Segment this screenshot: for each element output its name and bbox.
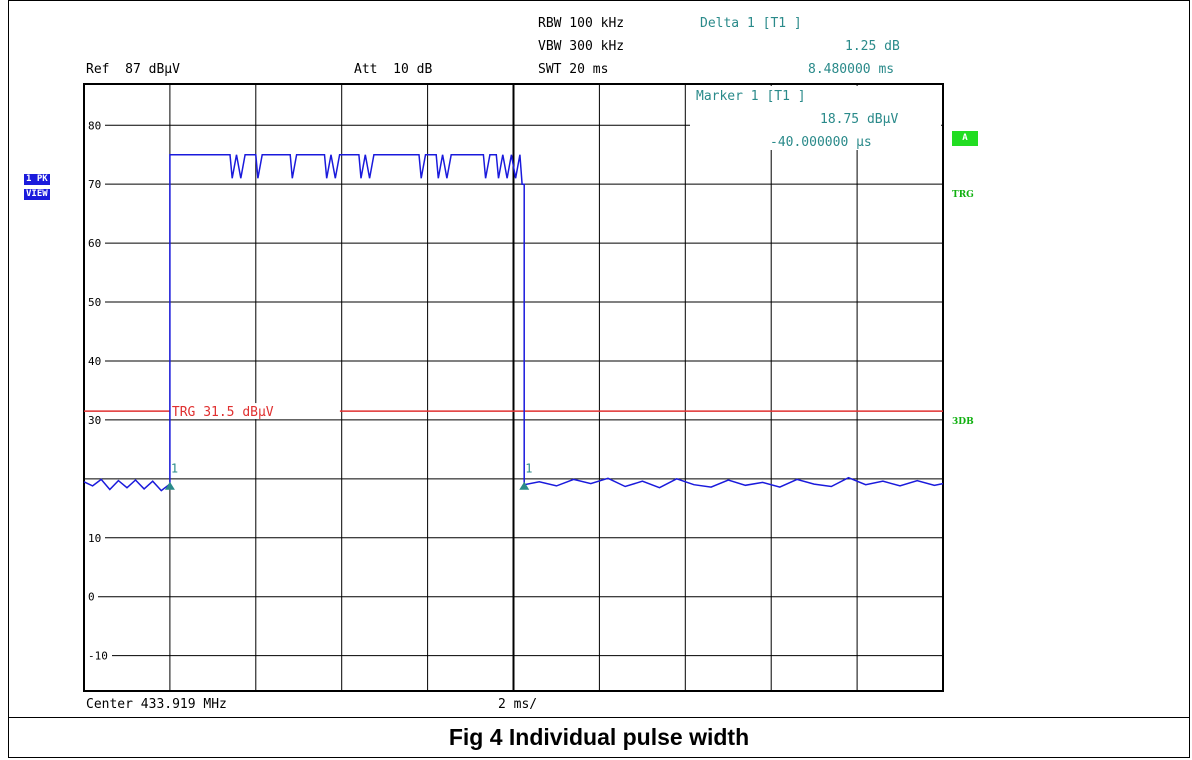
center-frequency-readout: Center 433.919 MHz [86,697,227,712]
delta-marker-value: 1.25 dB [845,39,900,54]
y-tick-label: 0 [88,591,95,604]
marker-triangle [519,481,530,490]
y-tick-label: -10 [88,650,108,663]
y-tick-label: 70 [88,178,101,191]
vbw-readout: VBW 300 kHz [538,39,625,54]
y-tick-label: 50 [88,296,101,309]
marker-level: 18.75 dBµV [820,112,898,127]
marker-number-label: 1 [525,462,532,476]
3db-indicator-label: 3DB [952,417,974,427]
y-tick-label-background [85,590,98,603]
delta-marker-time: 8.480000 ms [808,62,895,77]
marker-number-label: 1 [171,462,178,476]
marker-box-background [690,86,941,150]
y-tick-label-background [85,354,105,367]
marker-triangle [164,481,175,490]
y-tick-label-background [85,413,105,426]
trace-view-badge: VIEW [24,189,50,200]
trigger-level-label: TRG 31.5 dBµV [172,405,274,420]
y-tick-labels: 80 70 60 50 40 30 10 0 -10 [85,119,112,663]
y-tick-label-background [85,178,105,191]
y-tick-label: 60 [88,237,101,250]
sweep-time-readout: SWT 20 ms [538,62,609,77]
rbw-readout: RBW 100 kHz [538,16,625,31]
span-per-division-readout: 2 ms/ [498,697,538,712]
y-tick-label-background [85,296,105,309]
caption-divider [8,717,1190,718]
marker-title: Marker 1 [T1 ] [696,89,806,104]
y-tick-label-background [85,119,105,132]
marker-time: -40.000000 µs [770,135,872,150]
ref-level-readout: Ref 87 dBµV [86,62,180,77]
y-tick-label: 40 [88,355,101,368]
trace-mode-badge: 1 PK [24,174,50,185]
y-tick-label: 10 [88,532,101,545]
y-tick-label-background [85,237,105,250]
figure-caption: Fig 4 Individual pulse width [448,724,750,750]
figure-frame [8,0,1190,758]
trigger-label-background [169,403,340,420]
y-tick-label: 30 [88,414,101,427]
attenuation-readout: Att 10 dB [354,62,433,77]
y-tick-label: 80 [88,119,101,132]
spectrum-plot: 80 70 60 50 40 30 10 0 -10 TRG 31.5 dBµV Marker … [83,83,944,692]
y-tick-label-background [85,531,105,544]
delta-marker-label: Delta 1 [T1 ] [700,16,802,31]
y-tick-label-background [85,649,112,662]
trigger-indicator-label: TRG [952,190,974,200]
a-indicator-badge: A [952,131,978,146]
trace-line [83,153,944,492]
